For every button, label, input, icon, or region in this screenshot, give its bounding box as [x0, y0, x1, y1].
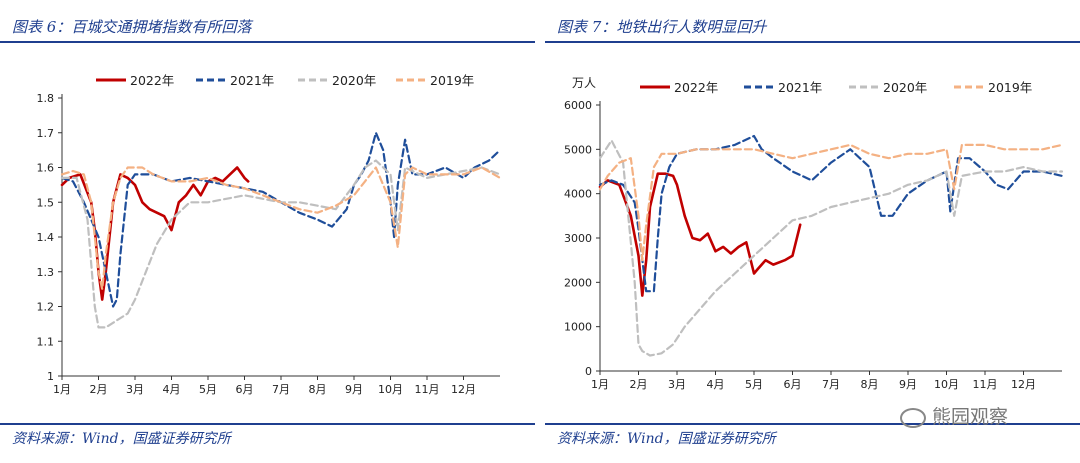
series-line-2019年: [60, 166, 502, 291]
y-tick-label: 0: [585, 365, 592, 378]
legend-label: 2019年: [430, 73, 474, 88]
left-chart-title: 图表 6：百城交通拥堵指数有所回落: [12, 18, 252, 36]
watermark-text: 熊园观察: [932, 406, 1009, 428]
x-tick-label: 5月: [199, 383, 217, 396]
y-axis-unit-label: 万人: [572, 76, 596, 90]
y-tick-label: 5000: [564, 143, 592, 156]
y-tick-label: 1.2: [37, 301, 55, 314]
y-tick-label: 1.1: [37, 335, 55, 348]
legend-label: 2022年: [674, 80, 718, 95]
left-line-chart: 1.8 1.7 1.6 1.5 1.4 1.3 1.2 1.1 11月 2月 3月 4月 5月 6月 7月 8…: [37, 73, 502, 396]
y-tick-label: 1000: [564, 321, 592, 334]
x-tick-label: 3月: [126, 383, 144, 396]
x-tick-label: 12月: [451, 383, 476, 396]
x-tick-label: 7月: [822, 378, 840, 391]
right-chart-title: 图表 7：地铁出行人数明显回升: [557, 18, 767, 36]
wechat-icon: [900, 407, 926, 428]
x-tick-label: 10月: [378, 383, 403, 396]
right-line-chart: 6000 5000 4000 3000 2000 1000 01月 2月 3月 4月 5月 6月 7月 8…: [564, 76, 1064, 391]
y-tick-label: 1.4: [37, 231, 55, 244]
legend-label: 2020年: [332, 73, 376, 88]
y-tick-label: 1.5: [37, 196, 55, 209]
x-tick-label: 9月: [899, 378, 917, 391]
left-chart-panel: 图表 6：百城交通拥堵指数有所回落 1.8 1.7 1.6 1.5 1.4 1.3 1.2 1…: [0, 0, 535, 463]
y-tick-label: 4000: [564, 188, 592, 201]
right-bottom-rule: [545, 423, 1080, 425]
x-tick-label: 4月: [163, 383, 181, 396]
x-tick-label: 2月: [90, 383, 108, 396]
x-tick-label: 8月: [309, 383, 327, 396]
x-tick-label: 2月: [630, 378, 648, 391]
legend-label: 2020年: [883, 80, 927, 95]
x-tick-label: 1月: [53, 383, 71, 396]
x-tick-label: 6月: [784, 378, 802, 391]
y-tick-label: 2000: [564, 276, 592, 289]
x-tick-label: 11月: [415, 383, 440, 396]
y-tick-label: 3000: [564, 232, 592, 245]
x-tick-label: 3月: [668, 378, 686, 391]
x-tick-label: 1月: [591, 378, 609, 391]
series-line-2019年: [598, 143, 1064, 262]
left-bottom-rule: [0, 423, 535, 425]
x-tick-label: 11月: [973, 378, 998, 391]
x-tick-label: 6月: [236, 383, 254, 396]
left-source-note: 资料来源：Wind，国盛证券研究所: [12, 431, 231, 447]
series-line-2021年: [598, 134, 1064, 293]
x-tick-label: 12月: [1011, 378, 1036, 391]
y-tick-label: 6000: [564, 99, 592, 112]
right-top-rule: [545, 41, 1080, 43]
series-line-2022年: [598, 172, 802, 297]
series-line-2020年: [60, 159, 502, 329]
y-tick-label: 1.3: [37, 266, 55, 279]
right-source-note: 资料来源：Wind，国盛证券研究所: [557, 431, 776, 447]
x-tick-label: 7月: [272, 383, 290, 396]
y-tick-label: 1.8: [37, 92, 55, 105]
x-tick-label: 10月: [934, 378, 959, 391]
x-tick-label: 8月: [861, 378, 879, 391]
x-tick-label: 5月: [745, 378, 763, 391]
y-tick-label: 1.6: [37, 162, 55, 175]
y-tick-label: 1.7: [37, 127, 55, 140]
left-top-rule: [0, 41, 535, 43]
series-line-2020年: [598, 139, 1064, 357]
watermark: 熊园观察: [900, 402, 1008, 429]
legend-label: 2021年: [778, 80, 822, 95]
x-tick-label: 4月: [707, 378, 725, 391]
legend-label: 2022年: [130, 73, 174, 88]
legend-label: 2019年: [988, 80, 1032, 95]
right-chart-panel: 图表 7：地铁出行人数明显回升 6000 5000 4000 3000 2000 1000…: [545, 0, 1080, 463]
series-line-2022年: [60, 166, 250, 301]
legend-label: 2021年: [230, 73, 274, 88]
y-tick-label: 1: [47, 370, 54, 383]
x-tick-label: 9月: [345, 383, 363, 396]
series-line-2021年: [60, 131, 502, 308]
